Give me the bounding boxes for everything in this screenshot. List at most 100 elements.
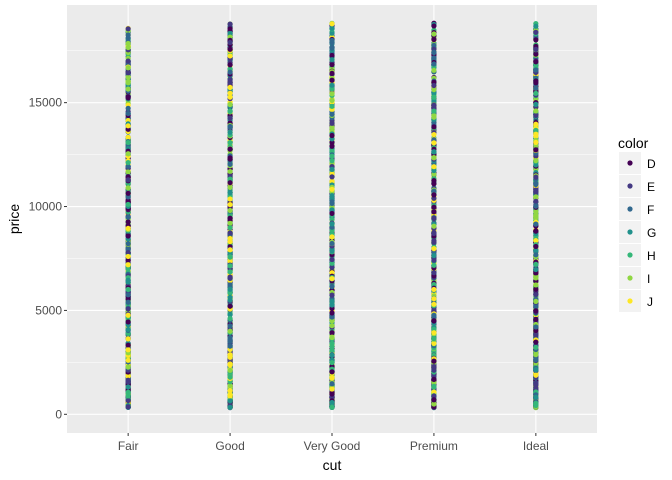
legend-point-icon	[627, 160, 633, 166]
data-point	[329, 52, 335, 59]
data-point	[533, 162, 539, 168]
data-point	[227, 25, 233, 32]
data-point	[227, 196, 233, 202]
data-point	[227, 269, 233, 275]
data-point	[329, 21, 335, 27]
data-point	[125, 253, 131, 260]
data-point	[431, 340, 437, 347]
data-point	[533, 46, 539, 53]
data-point	[431, 23, 437, 29]
data-point	[431, 301, 437, 307]
data-point	[125, 219, 131, 225]
data-point	[227, 286, 233, 292]
data-point	[227, 146, 233, 152]
data-point	[125, 32, 131, 38]
data-point	[533, 282, 539, 288]
data-point	[329, 240, 335, 247]
legend-label: F	[647, 203, 654, 217]
data-point	[329, 344, 335, 350]
data-point	[533, 157, 539, 164]
data-point	[431, 389, 437, 395]
data-point	[329, 375, 335, 381]
data-point	[227, 274, 233, 280]
data-point	[329, 97, 335, 103]
data-point	[329, 369, 335, 375]
data-point	[533, 23, 539, 29]
data-point	[227, 62, 233, 68]
data-point	[227, 398, 233, 404]
data-point	[227, 101, 233, 108]
data-point	[533, 203, 539, 209]
data-point	[227, 392, 233, 398]
data-point	[431, 246, 437, 252]
data-point	[533, 339, 539, 345]
data-point	[125, 306, 131, 312]
data-point	[125, 357, 131, 363]
data-point	[431, 204, 437, 210]
y-tick-label: 10000	[29, 200, 63, 214]
data-point	[125, 336, 131, 342]
data-point	[533, 212, 539, 218]
data-point	[329, 399, 335, 406]
data-point	[533, 261, 539, 267]
data-point	[431, 42, 437, 48]
data-point	[227, 21, 233, 27]
data-point	[227, 108, 233, 114]
data-point	[431, 181, 437, 187]
data-point	[329, 234, 335, 240]
data-point	[533, 101, 539, 107]
data-point	[125, 86, 131, 92]
data-point	[329, 132, 335, 139]
data-point	[533, 194, 539, 200]
data-point	[227, 129, 233, 135]
x-tick-label: Very Good	[304, 439, 361, 453]
data-point	[227, 139, 233, 146]
data-point	[125, 214, 131, 220]
y-axis-title: price	[6, 204, 22, 235]
legend-point-icon	[627, 229, 633, 235]
legend-point-icon	[627, 206, 633, 212]
data-point	[125, 292, 131, 298]
data-point	[329, 260, 335, 266]
data-point	[125, 404, 131, 410]
data-point	[533, 243, 539, 250]
data-point	[227, 161, 233, 167]
data-point	[533, 85, 539, 91]
data-point	[329, 124, 335, 131]
data-point	[533, 366, 539, 373]
data-point	[125, 58, 131, 64]
data-point	[533, 121, 539, 127]
data-point	[533, 298, 539, 304]
data-point	[329, 359, 335, 366]
data-point	[125, 26, 131, 32]
legend-point-icon	[627, 275, 633, 281]
data-point	[125, 65, 131, 71]
x-axis-title: cut	[323, 457, 342, 473]
data-point	[533, 344, 539, 350]
legend-label: D	[647, 157, 656, 171]
data-point	[329, 25, 335, 31]
data-point	[533, 382, 539, 388]
data-point	[125, 384, 131, 390]
data-point	[125, 319, 131, 325]
data-point	[227, 115, 233, 121]
data-point	[431, 140, 437, 146]
data-point	[533, 275, 539, 281]
data-point	[125, 249, 131, 256]
data-point	[533, 357, 539, 363]
data-point	[227, 404, 233, 410]
data-point	[533, 266, 539, 273]
data-point	[329, 284, 335, 290]
data-point	[329, 186, 335, 192]
data-point	[125, 151, 131, 157]
data-point	[329, 143, 335, 149]
data-point	[329, 62, 335, 68]
data-point	[533, 221, 539, 227]
data-point	[329, 256, 335, 263]
data-point	[227, 80, 233, 86]
data-point	[227, 30, 233, 36]
data-point	[431, 364, 437, 370]
data-point	[329, 178, 335, 184]
data-point	[227, 312, 233, 318]
